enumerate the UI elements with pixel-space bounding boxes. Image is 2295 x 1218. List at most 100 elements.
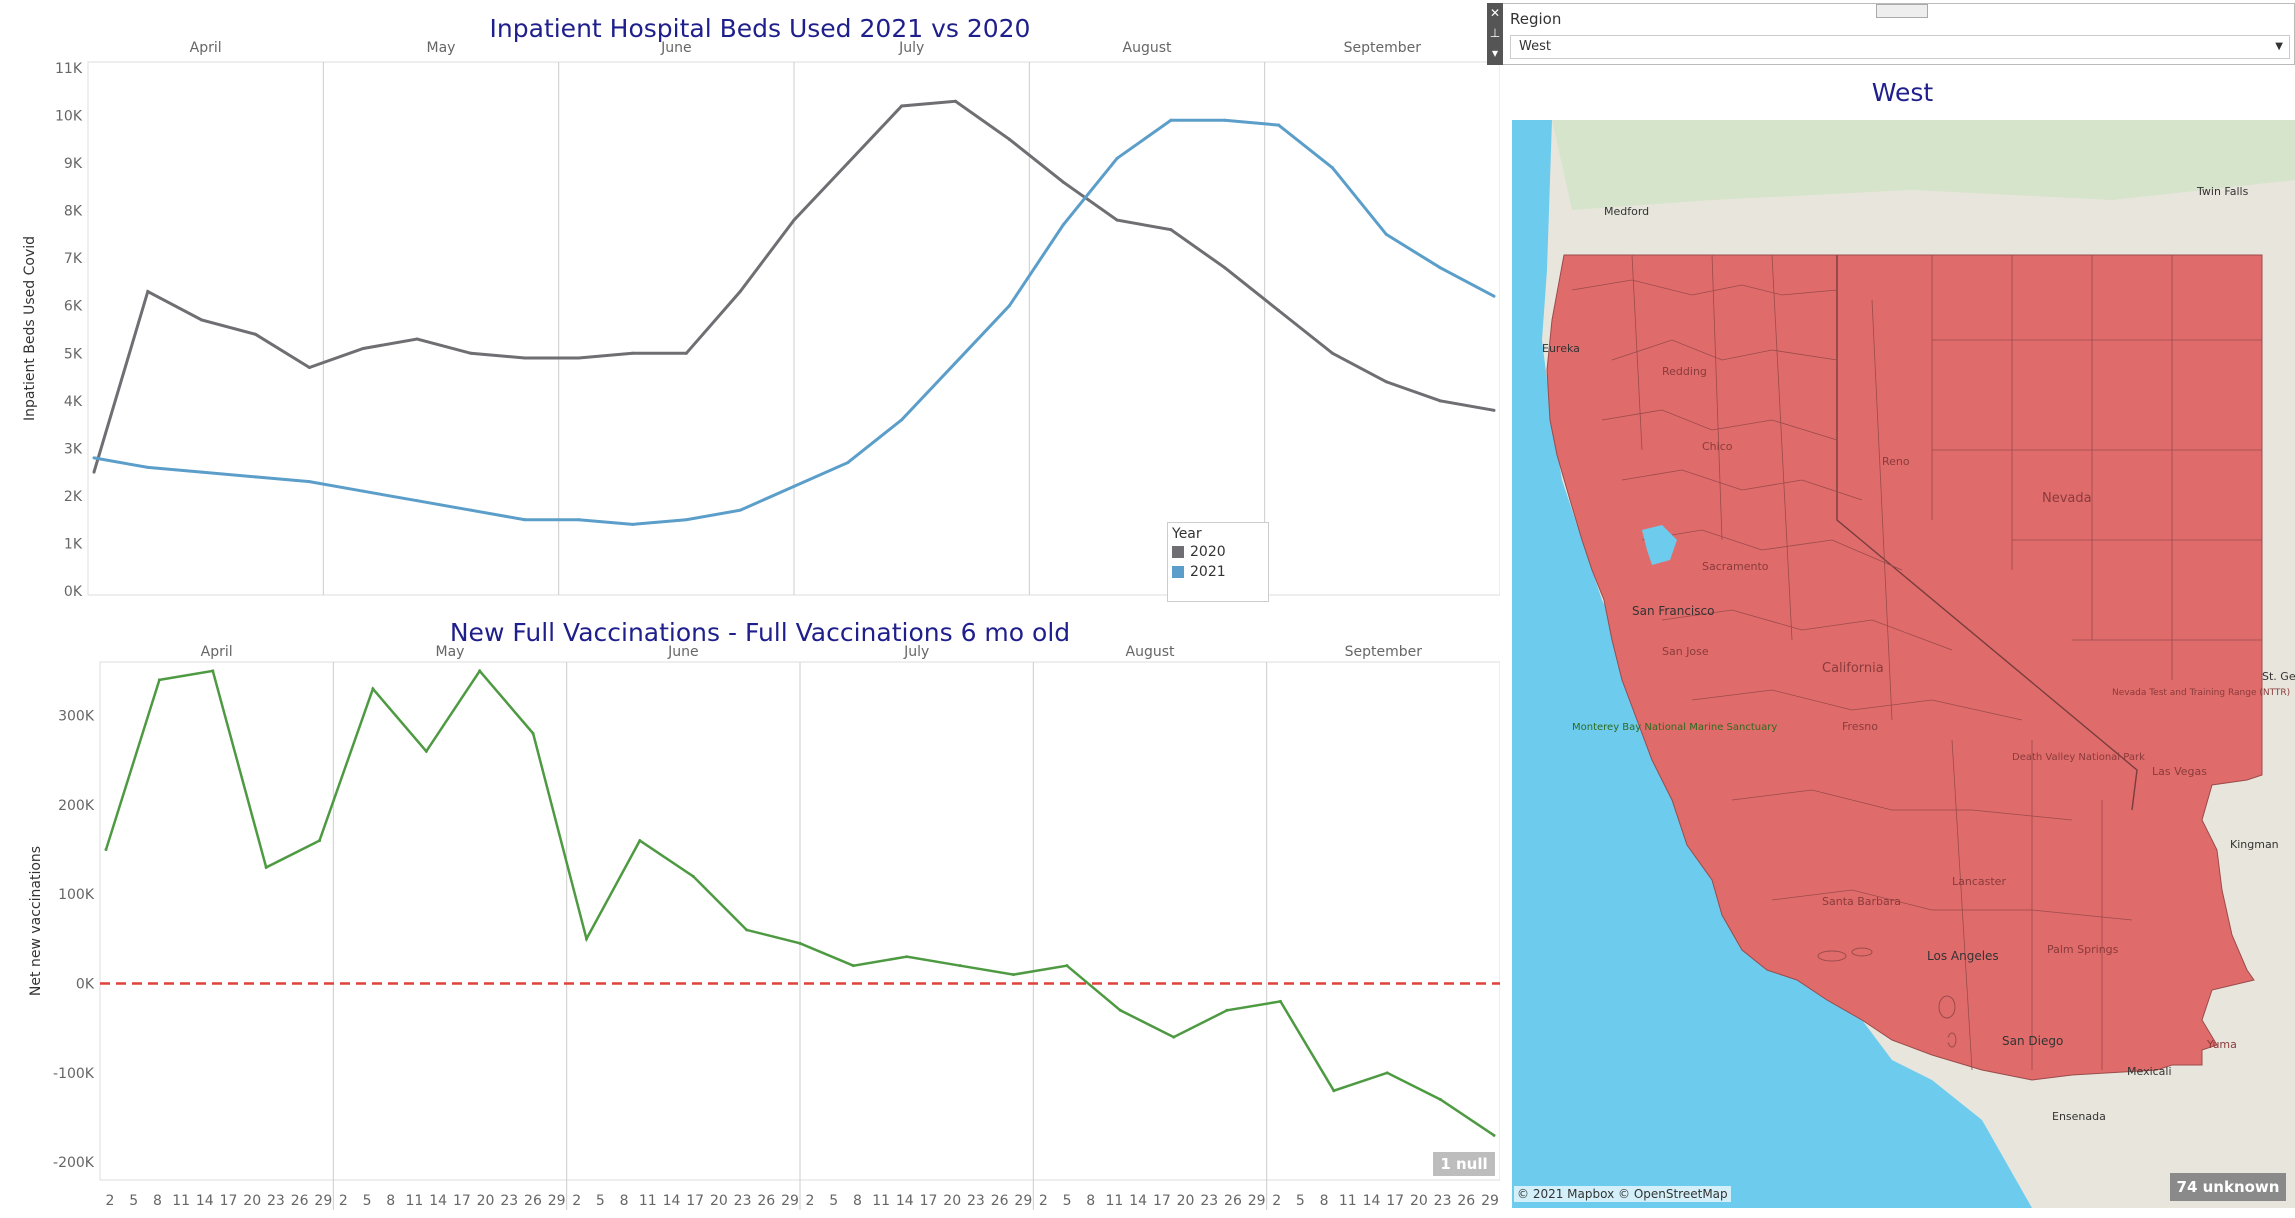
unknown-badge[interactable]: 74 unknown	[2170, 1173, 2286, 1201]
data-point-2020	[307, 366, 311, 370]
data-point-2021	[1061, 223, 1065, 227]
month-label: August	[1123, 40, 1173, 56]
y-tick-label: 5K	[64, 346, 83, 362]
data-point-2021	[200, 470, 204, 474]
map-label-medford: Medford	[1604, 205, 1649, 218]
legend-label-2020: 2020	[1190, 544, 1226, 560]
channel-island	[1938, 995, 1956, 1019]
menu-down-icon[interactable]: ▾	[1491, 46, 1499, 60]
day-tick-label: 2	[106, 1193, 115, 1209]
vaccination-data-point	[371, 687, 375, 691]
legend-label-2021: 2021	[1190, 564, 1226, 580]
data-point-2021	[1438, 266, 1442, 270]
day-tick-label: 5	[1063, 1193, 1072, 1209]
data-point-2021	[792, 484, 796, 488]
data-point-2020	[738, 289, 742, 293]
data-point-2020	[1169, 228, 1173, 232]
data-point-2020	[954, 99, 958, 103]
close-icon[interactable]: ✕	[1489, 6, 1501, 20]
chevron-down-icon[interactable]: ▼	[2275, 41, 2283, 52]
data-point-2021	[307, 480, 311, 484]
map-label-death-valley: Death Valley National Park	[2012, 752, 2145, 763]
map-label-los-angeles: Los Angeles	[1927, 949, 1999, 963]
y-tick-label: 0K	[76, 977, 95, 993]
vaccination-data-point	[1065, 964, 1069, 968]
map-label-st-george: St. Ge	[2262, 670, 2295, 683]
vaccination-data-point	[1385, 1071, 1389, 1075]
day-tick-label: 11	[872, 1193, 890, 1209]
month-label: June	[667, 644, 699, 660]
vaccination-data-point	[1439, 1098, 1443, 1102]
day-tick-label: 5	[596, 1193, 605, 1209]
data-point-2021	[684, 518, 688, 522]
legend-swatch-2020	[1172, 546, 1184, 558]
west-region-fill[interactable]	[1546, 254, 2263, 1081]
vaccination-data-point	[638, 839, 642, 843]
y-tick-label: 8K	[64, 204, 83, 220]
map-label-yuma: Yuma	[2206, 1038, 2237, 1051]
day-tick-label: 8	[1320, 1193, 1329, 1209]
data-point-2021	[1007, 304, 1011, 308]
day-tick-label: 26	[291, 1193, 309, 1209]
data-point-2020	[361, 347, 365, 351]
map-label-san-francisco: San Francisco	[1632, 604, 1714, 618]
legend-swatch-2021	[1172, 566, 1184, 578]
day-tick-label: 5	[829, 1193, 838, 1209]
map-label-lancaster: Lancaster	[1952, 875, 2006, 888]
day-tick-label: 14	[896, 1193, 914, 1209]
data-point-2021	[469, 508, 473, 512]
map-label-twin-falls: Twin Falls	[2196, 185, 2249, 198]
day-tick-label: 29	[1248, 1193, 1266, 1209]
region-select[interactable]: West ▼	[1510, 35, 2290, 59]
channel-island	[1817, 950, 1847, 962]
data-point-2021	[92, 456, 96, 460]
day-tick-label: 29	[1481, 1193, 1499, 1209]
map-label-kingman: Kingman	[2230, 838, 2279, 851]
y-tick-label: 4K	[64, 394, 83, 410]
day-tick-label: 17	[220, 1193, 238, 1209]
map-label-san-jose: San Jose	[1662, 645, 1709, 658]
region-filter-label: Region	[1510, 10, 1562, 28]
data-point-2020	[1277, 308, 1281, 312]
legend-title: Year	[1172, 526, 1202, 542]
month-label: May	[427, 40, 456, 56]
day-tick-label: 8	[620, 1193, 629, 1209]
region-select-value: West	[1519, 39, 1551, 54]
day-tick-label: 14	[663, 1193, 681, 1209]
data-point-2020	[92, 470, 96, 474]
data-point-2020	[415, 337, 419, 341]
hospital-line-chart[interactable]: April May June July August September 0K 1K 2K 3K 4…	[0, 0, 1500, 610]
day-tick-label: 14	[196, 1193, 214, 1209]
pin-icon[interactable]: ⊥	[1489, 26, 1501, 40]
month-label: June	[660, 40, 692, 56]
day-tick-label: 20	[243, 1193, 261, 1209]
map-attribution[interactable]: © 2021 Mapbox © OpenStreetMap	[1514, 1186, 1731, 1202]
day-tick-label: 8	[386, 1193, 395, 1209]
day-tick-label: 2	[572, 1193, 581, 1209]
vaccination-data-point	[104, 848, 108, 852]
legend-item-2020[interactable]: 2020	[1168, 542, 1268, 562]
drag-handle[interactable]	[1876, 4, 1928, 18]
data-point-2021	[1330, 166, 1334, 170]
vaccination-data-point	[1332, 1089, 1336, 1093]
y-tick-label: 11K	[55, 61, 83, 77]
legend-item-2021[interactable]: 2021	[1168, 562, 1268, 582]
map-label-california: California	[1822, 661, 1884, 676]
map-label-nttr: Nevada Test and Training Range (NTTR)	[2112, 688, 2290, 698]
day-tick-label: 26	[1224, 1193, 1242, 1209]
region-map[interactable]: Medford Twin Falls Eureka Redding Chico …	[1512, 120, 2295, 1208]
day-tick-label: 26	[757, 1193, 775, 1209]
y-axis-label: Net new vaccinations	[28, 846, 44, 996]
y-tick-label: 3K	[64, 441, 83, 457]
vaccination-data-point	[1225, 1008, 1229, 1012]
data-point-2020	[146, 289, 150, 293]
y-tick-label: 10K	[55, 109, 83, 125]
day-tick-label: 26	[524, 1193, 542, 1209]
channel-island	[1851, 947, 1873, 957]
null-badge[interactable]: 1 null	[1433, 1152, 1495, 1176]
data-point-2021	[738, 508, 742, 512]
map-label-las-vegas: Las Vegas	[2152, 765, 2207, 778]
map-label-palm-springs: Palm Springs	[2047, 943, 2119, 956]
day-tick-label: 14	[1363, 1193, 1381, 1209]
